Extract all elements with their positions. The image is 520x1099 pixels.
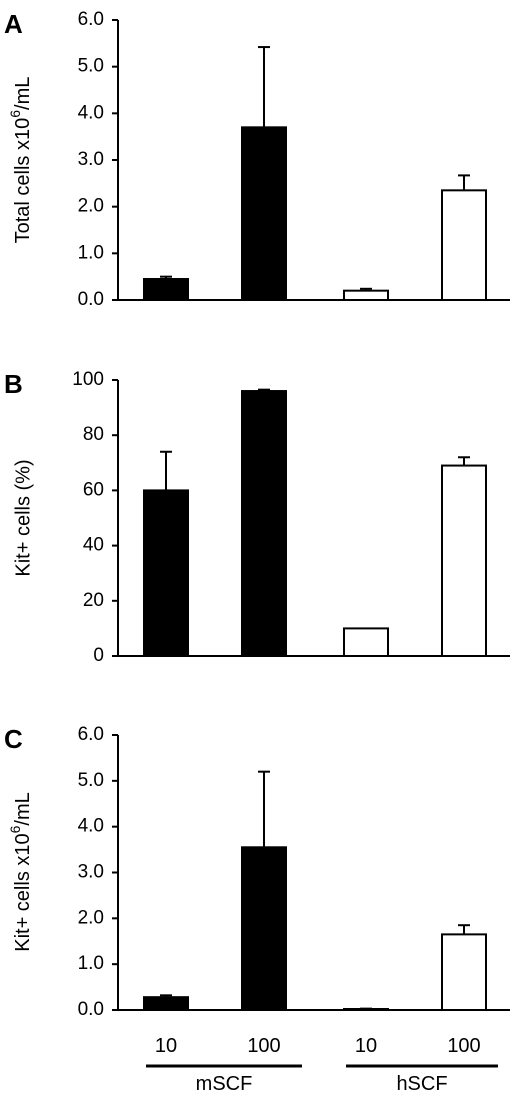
y-tick-label: 2.0 [78, 907, 104, 928]
bar [441, 933, 487, 1011]
x-tick-label: 100 [447, 1035, 480, 1057]
y-tick-label: 3.0 [78, 149, 104, 170]
y-tick-label: 4.0 [78, 102, 104, 123]
y-tick-label: 0.0 [78, 999, 104, 1020]
x-tick-label: 100 [247, 1035, 280, 1057]
y-axis-label: Total cells x106/mL [7, 77, 35, 244]
y-tick-label: 4.0 [78, 816, 104, 837]
bar [241, 126, 287, 302]
bar [441, 189, 487, 301]
y-tick-label: 0 [93, 645, 104, 666]
y-tick-label: 3.0 [78, 862, 104, 883]
bar [343, 289, 389, 301]
y-tick-label: 20 [83, 590, 104, 611]
panel-letter-C: C [4, 724, 23, 754]
y-tick-label: 40 [83, 535, 104, 556]
bar [343, 627, 389, 658]
bar [241, 390, 287, 657]
bar [343, 1008, 389, 1011]
y-tick-label: 0.0 [78, 289, 104, 310]
y-tick-label: 5.0 [78, 56, 104, 77]
y-tick-label: 5.0 [78, 770, 104, 791]
bar [441, 464, 487, 657]
x-tick-label: 10 [355, 1035, 377, 1057]
y-tick-label: 2.0 [78, 196, 104, 217]
bar [143, 489, 189, 657]
bar [143, 278, 189, 301]
bar [143, 996, 189, 1012]
y-tick-label: 100 [72, 369, 104, 390]
group-label: mSCF [196, 1073, 253, 1095]
y-tick-label: 1.0 [78, 242, 104, 263]
panel-letter-A: A [4, 9, 23, 39]
bar [241, 846, 287, 1012]
y-tick-label: 60 [83, 479, 104, 500]
y-axis-label: Kit+ cells (%) [12, 459, 34, 576]
y-tick-label: 80 [83, 424, 104, 445]
panel-letter-B: B [4, 369, 23, 399]
y-tick-label: 6.0 [78, 9, 104, 30]
group-label: hSCF [396, 1073, 447, 1095]
y-tick-label: 1.0 [78, 953, 104, 974]
y-axis-label: Kit+ cells x106/mL [7, 792, 35, 952]
x-tick-label: 10 [155, 1035, 177, 1057]
y-tick-label: 6.0 [78, 724, 104, 745]
